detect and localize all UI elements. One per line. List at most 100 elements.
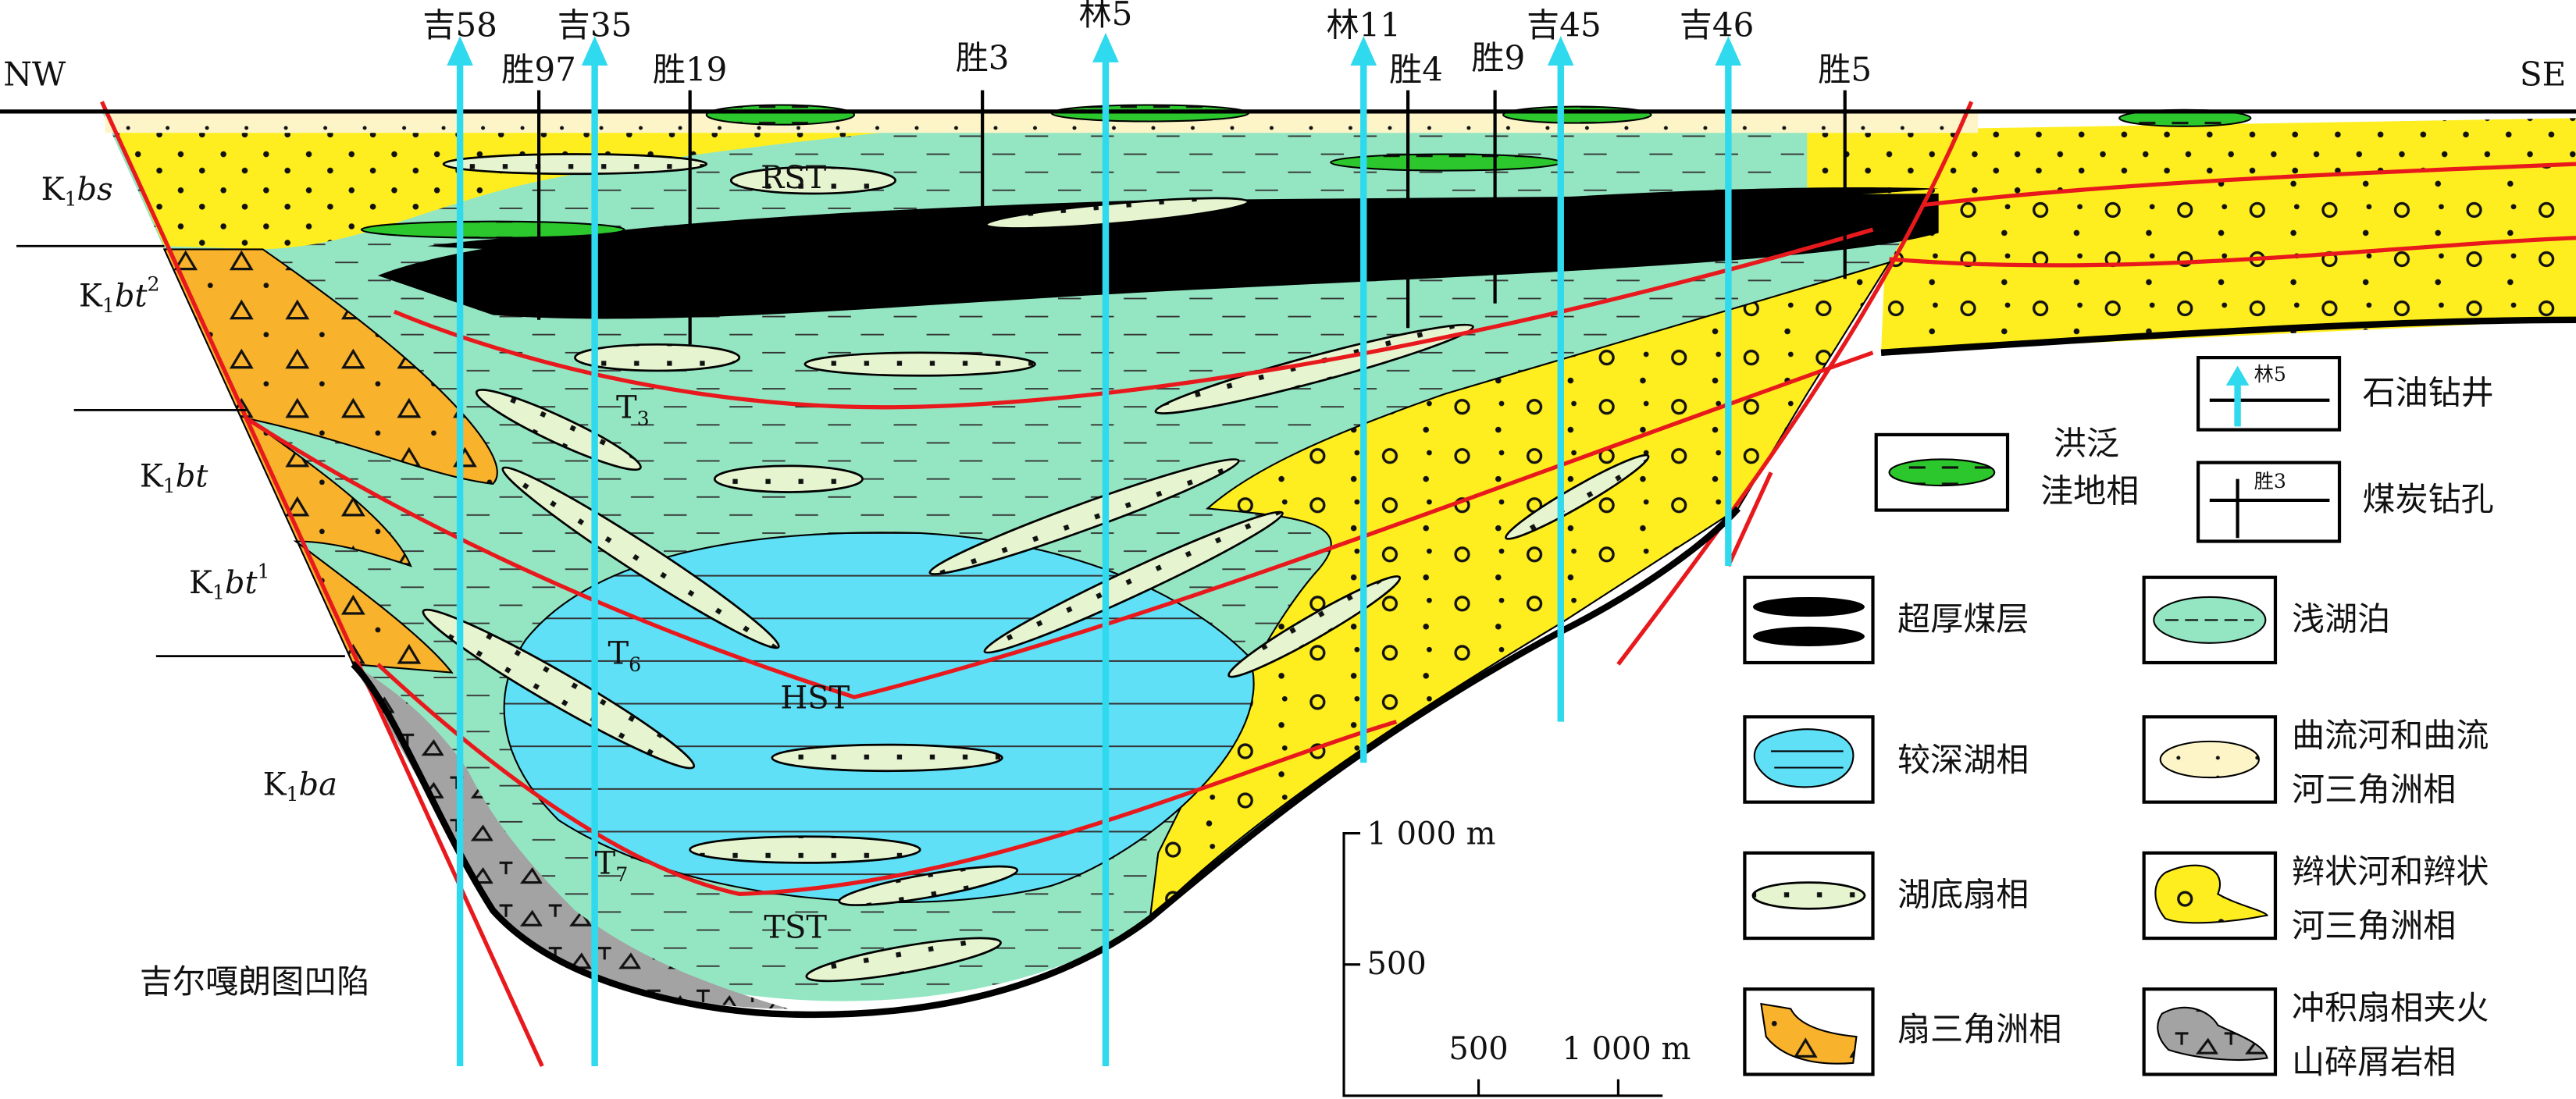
scale-label: 1 000 m: [1562, 1031, 1691, 1067]
shape: [475, 389, 642, 471]
system-tract: TST: [764, 910, 827, 946]
legend-text: 河三角洲相: [2292, 770, 2456, 809]
formation-sub: 1: [64, 187, 77, 210]
legend-box: [2142, 715, 2278, 804]
legend-box: [2196, 461, 2342, 543]
borehole-label: 胜19: [653, 50, 728, 88]
upper-yellow-right: [1807, 118, 2576, 205]
thick-coal: [377, 193, 1939, 319]
formation-sub: 1: [163, 475, 176, 497]
formation-sup: 2: [148, 273, 160, 296]
legend: 林5 石油钻井 洪泛 洼地相 胜3 煤炭钻孔 超厚煤层 浅湖泊 较深湖相 曲流河…: [1743, 356, 2494, 1081]
shape: [705, 104, 856, 126]
well-label: 吉58: [422, 6, 497, 44]
surface-sub: 7: [615, 863, 628, 886]
legend-text: 扇三角洲相: [1897, 1010, 2061, 1048]
legend-box: [1743, 987, 1875, 1076]
legend-icon: [2157, 1006, 2268, 1062]
formation-sub: 1: [212, 582, 225, 604]
borehole-label: 胜3: [956, 39, 1010, 77]
legend-icon: [1760, 1002, 1858, 1065]
basin-name: 吉尔嘎朗图凹陷: [140, 962, 370, 1001]
fan-lenses: [422, 153, 1650, 983]
braided-tongue: [1149, 261, 1891, 921]
legend-icon: [1752, 626, 1865, 646]
scale-label: 1 000 m: [1366, 816, 1495, 852]
well-label: 吉35: [558, 6, 632, 44]
formation-name: bs: [77, 172, 113, 208]
borehole: [536, 90, 1847, 345]
legend-box: [2142, 575, 2278, 665]
legend-text: 洪泛: [2054, 425, 2119, 463]
surface: T6: [607, 636, 641, 677]
scale-label: 500: [1448, 1031, 1508, 1067]
legend-icon-text: 胜3: [2254, 470, 2286, 493]
base-right: [1880, 316, 2576, 357]
borehole-label: 胜97: [501, 50, 576, 88]
formation-divider: [16, 244, 345, 657]
red-boundaries: [100, 101, 2576, 1068]
legend-text: 冲积扇相夹火: [2292, 989, 2489, 1027]
legend-box: [2196, 356, 2342, 432]
surface-letter: T: [595, 846, 616, 882]
shape: [729, 165, 897, 195]
shape: [838, 865, 1019, 906]
direction: NW: [3, 55, 66, 94]
geology: [0, 101, 2576, 1068]
legend-icon: [1751, 881, 1866, 910]
system-tract: HST: [780, 680, 850, 716]
shape: [245, 350, 1874, 699]
shape: [376, 663, 1398, 896]
formation-name: bt: [225, 565, 258, 601]
surface-sub: 3: [637, 407, 650, 430]
shape: [442, 153, 708, 176]
shape: [100, 101, 544, 1068]
legend-text: 浅湖泊: [2292, 599, 2390, 638]
shape: [805, 937, 1002, 983]
coal-boreholes: 胜97 胜19 胜3 胜4 胜9 胜5: [501, 39, 1872, 345]
well-arrowheads: [447, 33, 1742, 66]
shape: [689, 835, 921, 864]
surface-letter: T: [607, 636, 629, 672]
legend-icon-text: 林5: [2254, 363, 2286, 386]
formation-name: bt: [115, 278, 148, 314]
legend-text: 曲流河和曲流: [2292, 717, 2489, 755]
shape: [1502, 105, 1652, 124]
legend-text: 辫状河和辫状: [2292, 852, 2489, 891]
upper-yellow: [108, 118, 1019, 250]
shape: [1726, 471, 1773, 567]
formation-letter: K: [79, 278, 103, 314]
shape: [1227, 575, 1402, 678]
coal-lens: [1396, 187, 1939, 210]
legend-box: [1743, 575, 1875, 665]
formation-name: bt: [176, 459, 209, 495]
legend-icon: [1753, 728, 1855, 788]
oil-wells: 吉58 吉35 林5 林11 吉45 吉46: [422, 0, 1754, 1066]
formation: K1bt2: [79, 273, 160, 317]
legend-box: [1743, 851, 1875, 941]
formation: K1bt: [140, 459, 209, 497]
shape: [501, 466, 780, 649]
well-label: 林11: [1326, 6, 1401, 44]
legend-box: [1743, 715, 1875, 804]
legend-box: [1874, 432, 2010, 512]
formation-sub: 1: [102, 294, 115, 317]
borehole-label: 胜5: [1818, 50, 1872, 88]
shape: [771, 743, 1003, 773]
well-label: 林5: [1079, 0, 1133, 33]
shape: [393, 227, 1874, 410]
formation: K1ba: [263, 767, 337, 806]
formation-letter: K: [263, 767, 287, 803]
well: [456, 45, 1732, 1066]
shape: [360, 220, 625, 239]
legend-icon: [2154, 864, 2269, 924]
scale-label: 500: [1366, 946, 1426, 982]
formation-name: ba: [299, 767, 337, 803]
legend-text: 超厚煤层: [1897, 599, 2029, 638]
shape: [422, 608, 696, 770]
shape: [1616, 101, 1974, 666]
meandering-strip: [105, 109, 1979, 133]
legend-icon: [1888, 458, 1996, 487]
legend-icon: [2225, 365, 2250, 386]
